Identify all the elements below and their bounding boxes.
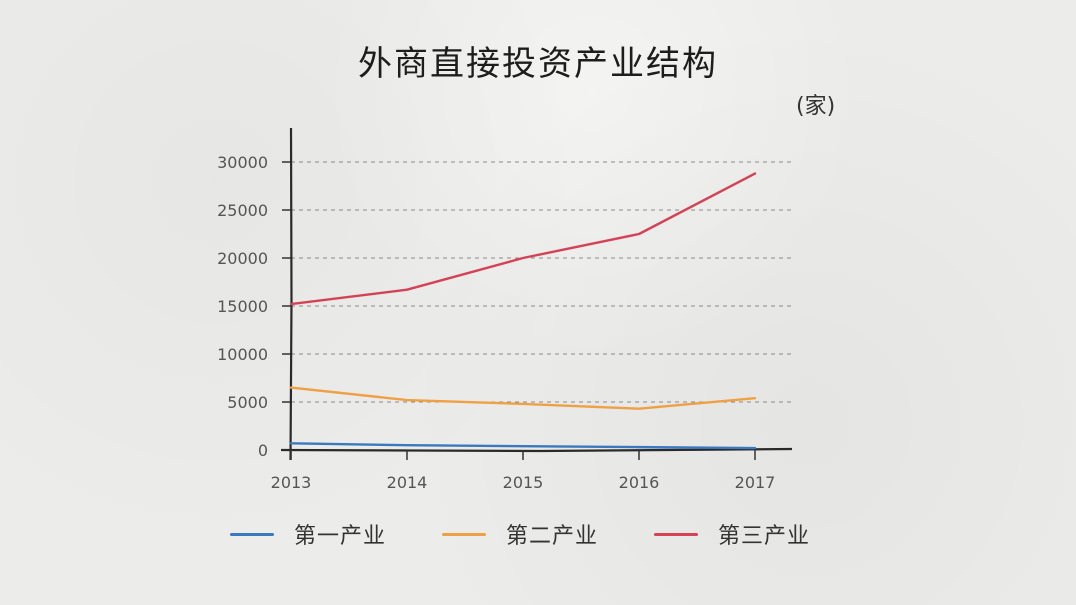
y-tick-label: 15000 [217, 297, 268, 316]
series-line-3 [289, 172, 757, 306]
grid-lines [291, 161, 792, 403]
legend-item-secondary: 第二产业 [442, 514, 598, 554]
y-tick-label: 5000 [227, 393, 268, 412]
legend-swatch-tertiary [654, 532, 698, 536]
legend-item-primary: 第一产业 [230, 514, 386, 554]
y-tick-label: 10000 [217, 345, 268, 364]
legend-label-secondary: 第二产业 [506, 524, 599, 549]
y-axis [289, 127, 293, 461]
x-tick-label: 2014 [387, 473, 428, 492]
series-line-1 [289, 442, 757, 450]
legend-item-tertiary: 第三产业 [654, 514, 810, 554]
x-tick-label: 2017 [735, 473, 776, 492]
x-tick-label: 2013 [271, 473, 312, 492]
y-tick-label: 0 [258, 441, 268, 460]
series-lines [289, 172, 757, 450]
series-line-2 [289, 386, 757, 410]
y-tick-label: 20000 [217, 249, 268, 268]
legend-swatch-primary [230, 532, 274, 536]
legend-swatch-secondary [442, 532, 486, 536]
x-axis [280, 447, 793, 453]
y-tick-label: 30000 [217, 153, 268, 172]
legend: 第一产业 第二产业 第三产业 [0, 514, 1076, 554]
legend-label-primary: 第一产业 [294, 524, 387, 549]
chart-title: 外商直接投资产业结构 [358, 44, 718, 84]
axes [280, 127, 793, 461]
unit-label: (家) [796, 94, 836, 119]
tick-labels: 0 5000 10000 15000 20000 25000 30000 2013 2014 20… [217, 153, 775, 492]
x-tick-label: 2016 [619, 473, 660, 492]
x-tick-label: 2015 [503, 473, 544, 492]
legend-label-tertiary: 第三产业 [718, 524, 811, 549]
y-tick-label: 25000 [217, 201, 268, 220]
